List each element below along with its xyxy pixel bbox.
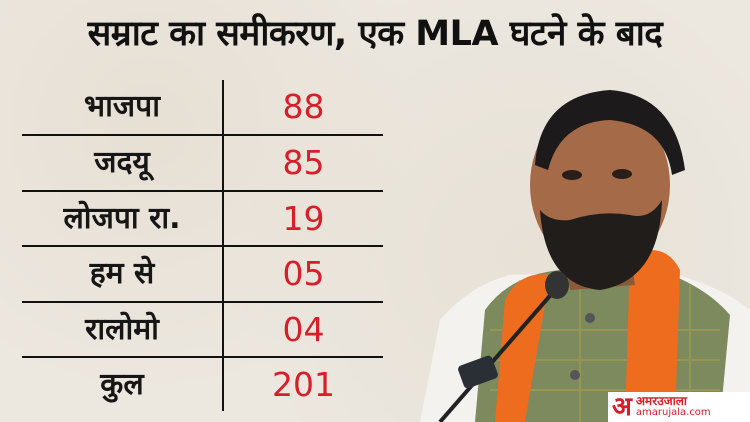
row-divider — [22, 301, 383, 303]
party-name: जदयू — [94, 145, 150, 180]
row-divider — [22, 245, 383, 247]
seat-count: 05 — [282, 254, 325, 293]
row-divider — [22, 134, 383, 136]
table-row: जदयू 85 — [22, 136, 383, 190]
table-row: भाजपा 88 — [22, 80, 383, 134]
table-row: रालोमो 04 — [22, 303, 383, 357]
seat-count: 19 — [282, 199, 325, 238]
politician-photo — [420, 90, 750, 422]
party-name: हम से — [89, 256, 155, 291]
table-row: लोजपा रा. 19 — [22, 192, 383, 246]
table-row: हम से 05 — [22, 247, 383, 301]
amarujala-logo: अ अमरउजाला amarujala.com — [608, 392, 750, 422]
party-name: रालोमो — [85, 312, 159, 347]
seat-count: 85 — [282, 143, 325, 182]
seat-count: 04 — [282, 310, 325, 349]
table-row-total: कुल 201 — [22, 358, 383, 412]
row-divider — [22, 356, 383, 358]
party-name: कुल — [100, 367, 144, 402]
seat-count: 201 — [272, 365, 335, 404]
page-title: सम्राट का समीकरण, एक MLA घटने के बाद — [87, 14, 663, 54]
seat-count: 88 — [282, 87, 325, 126]
logo-english: amarujala.com — [635, 407, 711, 418]
logo-hindi: अमरउजाला — [635, 394, 687, 408]
party-name: भाजपा — [84, 89, 160, 124]
logo-mark: अ — [612, 392, 632, 422]
party-name: लोजपा रा. — [63, 201, 181, 236]
row-divider — [22, 190, 383, 192]
